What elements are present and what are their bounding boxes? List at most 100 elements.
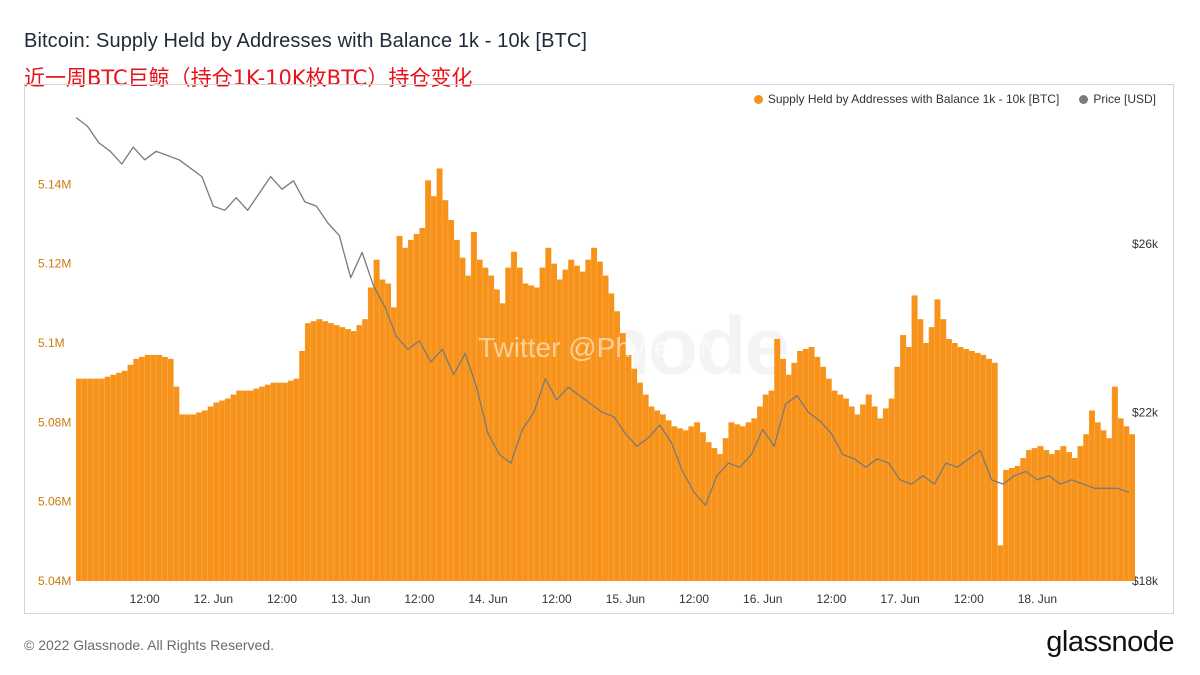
supply-bar	[774, 339, 781, 581]
supply-bar	[1106, 438, 1113, 581]
supply-bar	[871, 406, 878, 581]
supply-bar	[190, 414, 197, 581]
legend-item-price[interactable]: Price [USD]	[1079, 92, 1156, 106]
supply-bar	[1054, 450, 1061, 581]
supply-bar	[144, 354, 151, 581]
supply-bar	[413, 233, 420, 582]
supply-bar	[259, 386, 266, 581]
supply-bar	[1037, 446, 1044, 581]
supply-bar	[287, 380, 294, 581]
supply-bar	[510, 251, 517, 581]
supply-bar	[322, 321, 329, 581]
supply-bar	[173, 386, 180, 581]
price-line	[75, 117, 1130, 506]
supply-bar	[716, 454, 723, 581]
supply-bar	[562, 269, 569, 581]
supply-bar	[837, 394, 844, 581]
supply-bar	[1043, 450, 1050, 581]
supply-bar	[682, 430, 689, 581]
supply-bar	[785, 374, 792, 581]
y-tick-left: 5.14M	[38, 177, 71, 191]
supply-bar	[344, 329, 351, 581]
supply-bar	[602, 275, 609, 581]
supply-bar	[556, 279, 563, 581]
supply-bar	[93, 378, 100, 581]
supply-bar	[150, 354, 157, 581]
supply-bar	[104, 376, 111, 581]
supply-bar	[430, 196, 437, 582]
x-tick: 12:00	[954, 592, 984, 606]
supply-bar	[900, 335, 907, 581]
supply-bar	[385, 283, 392, 581]
supply-bar	[860, 404, 867, 581]
legend-item-supply[interactable]: Supply Held by Addresses with Balance 1k…	[753, 92, 1059, 106]
supply-bar	[734, 424, 741, 581]
supply-bar	[579, 271, 586, 581]
supply-bar	[373, 259, 380, 581]
x-tick: 18. Jun	[1018, 592, 1057, 606]
supply-bar	[711, 448, 718, 581]
supply-bar	[922, 343, 929, 581]
supply-bar	[1117, 418, 1124, 581]
supply-bar	[425, 180, 432, 581]
supply-bar	[728, 422, 735, 581]
supply-bar	[316, 319, 323, 581]
supply-bar	[974, 352, 981, 581]
supply-bar	[253, 388, 260, 581]
supply-bar	[808, 346, 815, 581]
supply-bar	[894, 366, 901, 581]
supply-bar	[453, 239, 460, 581]
supply-bar	[591, 247, 598, 582]
supply-bar	[1123, 426, 1130, 581]
supply-bar	[1088, 410, 1095, 581]
supply-bar	[550, 263, 558, 581]
supply-bar	[757, 406, 764, 581]
supply-bar	[911, 295, 918, 581]
supply-bar	[957, 346, 964, 581]
supply-bar	[596, 261, 603, 581]
supply-bar	[110, 374, 117, 581]
supply-bar	[276, 382, 283, 581]
supply-bar	[362, 319, 369, 581]
supply-bar	[505, 267, 512, 581]
supply-bar	[488, 275, 495, 581]
supply-bar	[161, 356, 168, 581]
supply-bar	[116, 372, 123, 581]
supply-bar	[779, 358, 786, 581]
supply-bar	[539, 267, 546, 581]
supply-bar	[396, 235, 403, 581]
supply-bar	[751, 418, 758, 581]
supply-bar	[1077, 446, 1084, 581]
supply-bar	[831, 390, 838, 581]
supply-bar	[625, 354, 632, 581]
supply-bar	[1071, 458, 1078, 581]
supply-bar	[934, 299, 941, 581]
supply-bar	[877, 418, 884, 581]
supply-bar	[671, 426, 678, 581]
supply-bar	[127, 364, 134, 581]
supply-bar	[213, 402, 220, 581]
supply-bar	[310, 321, 317, 581]
supply-bar	[963, 348, 970, 581]
supply-bar	[87, 378, 94, 581]
legend-dot-icon	[753, 94, 763, 104]
y-tick-left: 5.1M	[38, 336, 65, 350]
supply-bar	[327, 323, 334, 581]
supply-bar	[184, 414, 191, 581]
supply-bar	[745, 422, 752, 581]
y-tick-right: $26k	[1132, 237, 1159, 251]
supply-bar	[585, 259, 592, 581]
supply-bar	[980, 354, 987, 581]
supply-bar	[121, 370, 128, 581]
supply-bar	[642, 394, 649, 581]
x-tick: 13. Jun	[331, 592, 370, 606]
supply-bar	[819, 366, 826, 581]
supply-bar	[264, 384, 271, 581]
x-tick: 12:00	[679, 592, 709, 606]
supply-bar	[940, 319, 947, 581]
glassnode-logo[interactable]: glassnode	[1046, 626, 1174, 658]
supply-bar	[339, 327, 346, 581]
supply-bar	[493, 289, 500, 581]
supply-bar	[791, 362, 798, 581]
